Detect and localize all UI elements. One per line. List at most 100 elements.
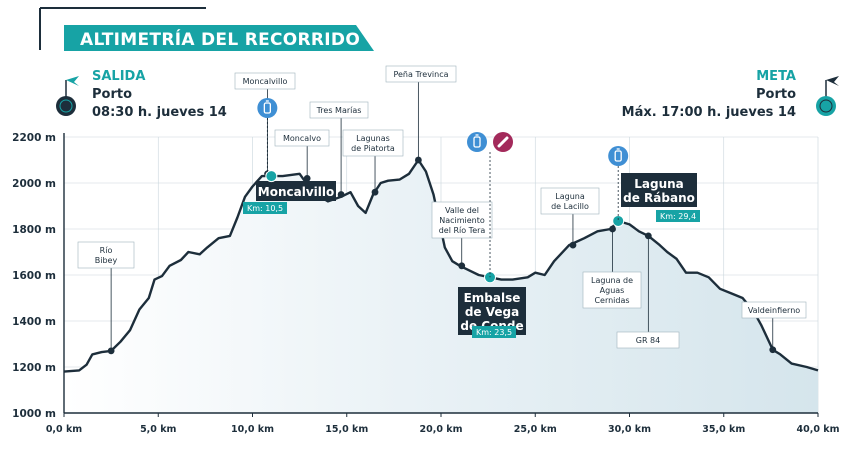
y-tick-label: 2000 m [12,178,56,190]
waypoint-moncalvo: Moncalvo [274,129,330,182]
start-city: Porto [92,87,132,102]
profile-line [63,158,819,373]
y-tick-label: 1600 m [12,270,56,282]
waypoint-dot [414,156,422,164]
tick-labels: 1000 m 1200 m 1400 m 1600 m 1800 m 2000 m 2200… [12,132,839,435]
waypoint-label-box [274,129,330,147]
water-bottle-icon-glyph [614,150,622,162]
waypoint-label: del Río Tera [439,226,486,235]
water-bottle-icon [467,132,488,152]
start-time: 08:30 h. jueves 14 [92,105,227,120]
checkpoint-km-label: Km: 29,4 [660,212,696,221]
food-bar-icon [493,132,514,152]
waypoint-dot [609,225,616,233]
waypoint-dot [769,346,777,354]
waypoint-label-box [77,241,135,269]
finish-header: META Porto Máx. 17:00 h. jueves 14 [622,69,839,120]
finish-city: Porto [756,87,796,102]
checkpoint-name: de Vega [465,305,519,319]
waypoint-label: de Piatorta [351,144,395,153]
x-tick-label: 30,0 km [608,424,651,435]
waypoint-label-box [431,201,493,239]
checkpoint-km-label: Km: 23,5 [476,328,512,337]
x-tick-label: 5,0 km [140,424,176,435]
waypoint-dot [107,347,115,355]
y-tick-label: 1000 m [12,408,56,420]
waypoint-dot [644,232,652,240]
waypoint-label: Lagunas [356,134,390,143]
x-tick-label: 0,0 km [46,424,82,435]
checkpoint-name: de Rábano [623,191,695,205]
title-banner [64,25,374,51]
waypoint-label-box [616,331,680,349]
waypoint-label: Tres Marías [316,106,362,115]
checkpoint-name: Laguna [634,177,684,191]
checkpoint-1: Moncalvillo Km: 10,5 [243,170,336,214]
start-label: SALIDA [92,69,145,84]
water-bottle-icon [608,146,629,166]
x-tick-label: 25,0 km [514,424,557,435]
x-tick-label: 10,0 km [231,424,274,435]
water-bottle-icon-circle [257,98,278,118]
y-tick-label: 1200 m [12,362,56,374]
checkpoint-km-box [243,202,287,214]
waypoint-label-box [309,101,369,119]
checkpoint-name: Embalse [464,291,521,305]
profile-fill [64,160,818,413]
start-header: SALIDA Porto 08:30 h. jueves 14 [56,69,227,120]
checkpoint-name: Moncalvillo [258,185,334,199]
waypoint-dot [303,175,311,182]
waypoint-dot [458,262,466,270]
waypoint-label: Valle del [445,206,479,215]
food-bar-icon-glyph [497,136,509,148]
waypoint-dot [371,188,379,196]
waypoint-label: Laguna [555,192,585,201]
waypoint-label: Bibey [95,256,118,265]
checkpoint-name-box [621,173,697,207]
water-bottle-icon-glyph [263,102,272,114]
checkpoint-dot [265,170,278,183]
waypoint-label: Valdeinfierno [748,306,800,315]
waypoint-label-box [342,129,404,157]
waypoint-label-box [741,301,807,319]
profile-area [63,158,819,413]
waypoint-tres-mar-as: Tres Marías [309,101,369,198]
checkpoint-km-box [472,326,516,338]
waypoint-label: Aguas [600,286,625,295]
y-tick-label: 1400 m [12,316,56,328]
checkpoint-km-label: Km: 10,5 [247,204,283,213]
waypoint-label: Moncalvillo [243,77,288,86]
waypoint-gr-84: GR 84 [616,232,680,349]
waypoint-label: Río [100,246,113,255]
x-tick-label: 35,0 km [702,424,745,435]
finish-marker-ring [819,99,833,113]
waypoint-dot [569,241,577,249]
waypoint-label-box [582,271,642,309]
water-bottle-icon-circle [467,132,488,152]
start-marker-ring [59,99,73,113]
checkpoint-km-box [656,210,700,222]
waypoint-label-box [385,65,457,83]
start-marker-icon [56,96,76,116]
waypoint-label: GR 84 [636,336,660,345]
waypoint-moncalvillo: Moncalvillo [234,72,296,178]
waypoint-label: de Lacillo [551,202,589,211]
y-tick-label: 2200 m [12,132,56,144]
x-tick-label: 15,0 km [325,424,368,435]
chart-title: ALTIMETRÍA DEL RECORRIDO [80,28,360,50]
waypoint-dot [337,191,345,198]
finish-time: Máx. 17:00 h. jueves 14 [622,105,796,120]
waypoint-valdeinfierno: Valdeinfierno [741,301,807,354]
x-tick-label: 40,0 km [797,424,840,435]
axes [63,133,819,417]
waypoint-label: Cernidas [594,296,629,305]
